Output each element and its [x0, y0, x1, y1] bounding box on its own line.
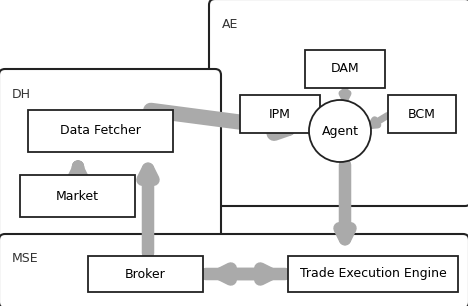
FancyBboxPatch shape	[388, 95, 456, 133]
Text: Data Fetcher: Data Fetcher	[60, 125, 141, 137]
Text: BCM: BCM	[408, 107, 436, 121]
Text: Trade Execution Engine: Trade Execution Engine	[300, 267, 446, 281]
FancyBboxPatch shape	[20, 175, 135, 217]
Text: IPM: IPM	[269, 107, 291, 121]
Text: MSE: MSE	[12, 252, 39, 265]
FancyBboxPatch shape	[88, 256, 203, 292]
Ellipse shape	[309, 100, 371, 162]
Text: Broker: Broker	[125, 267, 166, 281]
Text: AE: AE	[222, 18, 238, 31]
Text: DAM: DAM	[331, 62, 359, 76]
FancyBboxPatch shape	[288, 256, 458, 292]
Text: Market: Market	[56, 189, 99, 203]
Text: Agent: Agent	[322, 125, 358, 137]
FancyBboxPatch shape	[209, 0, 468, 206]
Text: DH: DH	[12, 88, 31, 101]
FancyBboxPatch shape	[28, 110, 173, 152]
FancyBboxPatch shape	[0, 69, 221, 266]
FancyBboxPatch shape	[305, 50, 385, 88]
FancyBboxPatch shape	[0, 234, 468, 306]
FancyBboxPatch shape	[240, 95, 320, 133]
